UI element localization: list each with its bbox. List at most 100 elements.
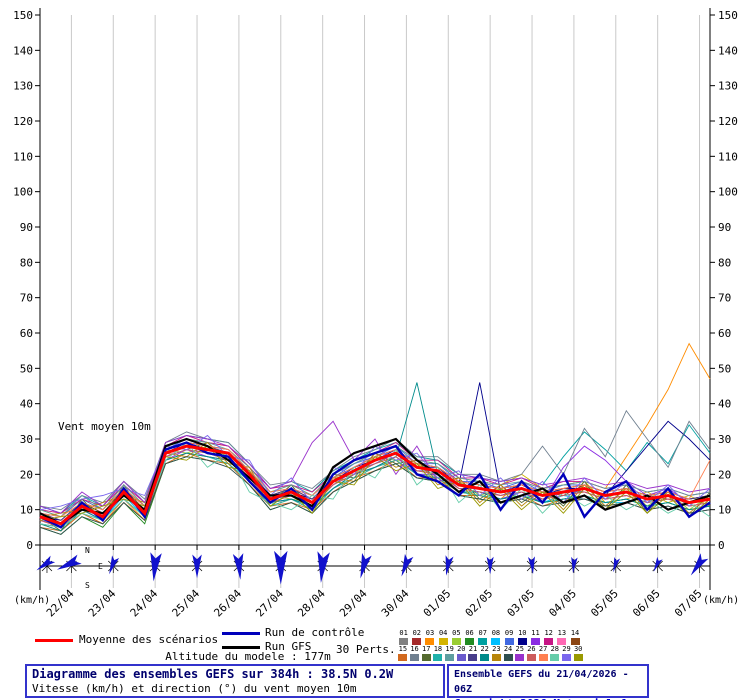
member-line-05 bbox=[39, 445, 711, 528]
svg-text:150: 150 bbox=[718, 9, 738, 22]
run-info-box: Ensemble GEFS du 21/04/2026 - 06Z Copyri… bbox=[447, 664, 649, 700]
chart-title: Diagramme des ensembles GEFS sur 384h : … bbox=[32, 667, 394, 681]
svg-text:07/05: 07/05 bbox=[672, 587, 705, 620]
pert-number: 16 bbox=[410, 645, 419, 653]
pert-number: 25 bbox=[515, 645, 524, 653]
svg-text:80: 80 bbox=[718, 256, 731, 269]
pert-color-swatch bbox=[425, 638, 435, 645]
svg-text:10: 10 bbox=[20, 504, 33, 517]
pert-legend-item-19: 19 bbox=[444, 645, 456, 661]
svg-text:30: 30 bbox=[20, 433, 33, 446]
legend-control-label: Run de contrôle bbox=[265, 626, 365, 639]
wind-arrow-icon bbox=[192, 554, 202, 579]
wind-arrow-icon bbox=[527, 556, 535, 575]
wind-arrow-icon bbox=[690, 553, 709, 576]
pert-number: 20 bbox=[457, 645, 466, 653]
svg-text:20: 20 bbox=[718, 468, 731, 481]
pert-color-swatch bbox=[468, 654, 478, 661]
member-line-11 bbox=[39, 445, 711, 528]
wind-arrow-icon bbox=[56, 554, 82, 570]
pert-number: 28 bbox=[550, 645, 559, 653]
pert-number: 27 bbox=[538, 645, 548, 653]
svg-text:40: 40 bbox=[718, 398, 731, 411]
svg-text:140: 140 bbox=[718, 44, 738, 57]
pert-number: 03 bbox=[425, 629, 435, 637]
pert-legend-item-16: 16 bbox=[409, 645, 421, 661]
svg-text:05/05: 05/05 bbox=[588, 587, 621, 620]
wind-arrow-icon bbox=[274, 550, 288, 585]
pert-color-swatch bbox=[526, 654, 536, 661]
pert-legend-item-13: 13 bbox=[555, 629, 568, 645]
pert-legend-item-29: 29 bbox=[561, 645, 573, 661]
pert-legend-item-27: 27 bbox=[537, 645, 549, 661]
member-line-16 bbox=[39, 409, 711, 511]
pert-number: 30 bbox=[573, 645, 583, 653]
compass-labels: NE S bbox=[85, 546, 103, 590]
svg-text:30/04: 30/04 bbox=[379, 587, 412, 620]
pert-legend-item-14: 14 bbox=[568, 629, 581, 645]
pert-color-swatch bbox=[557, 638, 567, 645]
pert-color-swatch bbox=[421, 654, 431, 661]
svg-text:02/05: 02/05 bbox=[463, 587, 496, 620]
svg-text:03/05: 03/05 bbox=[505, 587, 538, 620]
pert-legend-item-21: 21 bbox=[467, 645, 479, 661]
wind-arrow-icon bbox=[653, 556, 663, 572]
pert-color-swatch bbox=[570, 638, 580, 645]
pert-number: 13 bbox=[557, 629, 567, 637]
pert-legend-item-20: 20 bbox=[455, 645, 467, 661]
run-line bbox=[39, 444, 711, 526]
legend-perts-label: 30 Perts. bbox=[336, 643, 396, 656]
pert-color-swatch bbox=[504, 638, 514, 645]
wind-arrow-icon bbox=[571, 556, 578, 574]
svg-text:23/04: 23/04 bbox=[86, 587, 119, 620]
pert-legend-item-05: 05 bbox=[450, 629, 463, 645]
pert-color-swatch bbox=[530, 638, 540, 645]
svg-text:10: 10 bbox=[718, 504, 731, 517]
svg-text:120: 120 bbox=[13, 115, 33, 128]
legend-gfs-label: Run GFS bbox=[265, 640, 312, 653]
svg-text:130: 130 bbox=[718, 80, 738, 93]
pert-color-swatch bbox=[398, 654, 408, 661]
pert-color-swatch bbox=[517, 638, 527, 645]
gfs-line-sample bbox=[222, 646, 260, 649]
pert-legend-item-08: 08 bbox=[489, 629, 502, 645]
wind-arrow-icon bbox=[486, 556, 494, 575]
svg-text:50: 50 bbox=[718, 362, 731, 375]
run-line bbox=[39, 441, 711, 529]
copyright-link[interactable]: Copyright 2026 Meteociel.fr bbox=[454, 697, 642, 700]
wind-direction-row bbox=[36, 550, 709, 585]
pert-color-swatch bbox=[438, 638, 448, 645]
wind-mean-annotation: Vent moyen 10m bbox=[58, 420, 151, 433]
wind-arrow-icon bbox=[150, 552, 162, 582]
pert-number: 12 bbox=[544, 629, 553, 637]
wind-arrow-icon bbox=[445, 555, 454, 576]
pert-legend-item-03: 03 bbox=[423, 629, 436, 645]
model-altitude-label: Altitude du modele : 177m bbox=[165, 650, 331, 663]
pert-legend-item-24: 24 bbox=[502, 645, 514, 661]
chart-info-box: Diagramme des ensembles GEFS sur 384h : … bbox=[25, 664, 445, 698]
pert-legend-item-02: 02 bbox=[410, 629, 423, 645]
svg-text:80: 80 bbox=[20, 256, 33, 269]
pert-legend-item-09: 09 bbox=[503, 629, 516, 645]
pert-color-swatch bbox=[445, 654, 455, 661]
pert-legend-item-30: 30 bbox=[572, 645, 584, 661]
pert-number: 24 bbox=[503, 645, 513, 653]
svg-text:140: 140 bbox=[13, 44, 33, 57]
member-line-28 bbox=[39, 441, 711, 528]
svg-text:01/05: 01/05 bbox=[421, 587, 454, 620]
main-run-lines bbox=[39, 437, 711, 529]
run-line bbox=[39, 437, 711, 526]
svg-text:06/05: 06/05 bbox=[630, 587, 663, 620]
pert-legend-item-06: 06 bbox=[463, 629, 476, 645]
pert-number: 09 bbox=[504, 629, 514, 637]
pert-number: 02 bbox=[412, 629, 421, 637]
svg-text:90: 90 bbox=[718, 221, 731, 234]
svg-text:130: 130 bbox=[13, 80, 33, 93]
pert-number: 15 bbox=[398, 645, 408, 653]
pert-legend-item-12: 12 bbox=[542, 629, 555, 645]
svg-text:60: 60 bbox=[20, 327, 33, 340]
pert-legend-item-04: 04 bbox=[437, 629, 450, 645]
pert-legend-item-10: 10 bbox=[516, 629, 529, 645]
wind-arrow-icon bbox=[401, 553, 414, 577]
svg-text:27/04: 27/04 bbox=[253, 587, 286, 620]
